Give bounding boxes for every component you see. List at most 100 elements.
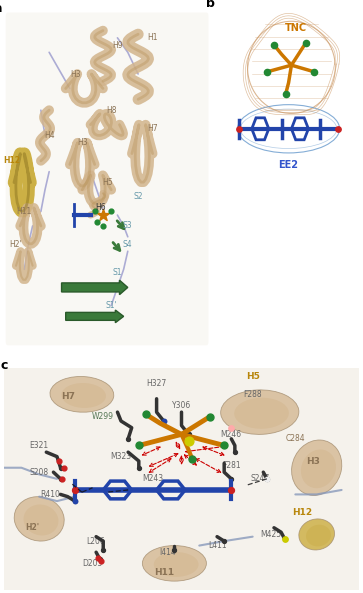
Point bbox=[136, 441, 142, 450]
Point bbox=[221, 441, 227, 450]
Point bbox=[100, 221, 106, 231]
Point bbox=[108, 207, 114, 216]
Text: EE2: EE2 bbox=[278, 160, 299, 170]
Point bbox=[186, 436, 192, 446]
Ellipse shape bbox=[301, 449, 336, 488]
Text: S2: S2 bbox=[133, 193, 143, 202]
Text: F281: F281 bbox=[222, 461, 241, 470]
Point bbox=[56, 457, 62, 466]
Text: H11: H11 bbox=[17, 207, 32, 216]
Point bbox=[72, 496, 78, 506]
Point bbox=[171, 546, 177, 555]
Point bbox=[161, 416, 167, 426]
Point bbox=[92, 207, 98, 216]
Point bbox=[236, 124, 242, 133]
Point bbox=[97, 554, 103, 563]
Text: S247: S247 bbox=[250, 474, 269, 483]
FancyArrow shape bbox=[66, 310, 124, 323]
Point bbox=[189, 454, 195, 464]
Point bbox=[221, 536, 227, 546]
Text: F288: F288 bbox=[243, 390, 262, 399]
Text: S208: S208 bbox=[30, 468, 49, 477]
Point bbox=[264, 474, 270, 484]
Point bbox=[264, 474, 270, 484]
Text: H327: H327 bbox=[147, 379, 167, 388]
Point bbox=[228, 423, 234, 432]
Text: c: c bbox=[0, 359, 8, 372]
Text: M246: M246 bbox=[221, 430, 242, 439]
Ellipse shape bbox=[142, 546, 207, 581]
Ellipse shape bbox=[14, 497, 64, 541]
FancyArrow shape bbox=[62, 280, 128, 295]
Text: H3: H3 bbox=[306, 457, 320, 466]
Point bbox=[100, 211, 106, 220]
Point bbox=[282, 534, 287, 544]
Point bbox=[228, 474, 234, 484]
Point bbox=[94, 218, 99, 227]
Point bbox=[100, 546, 106, 555]
Ellipse shape bbox=[24, 505, 58, 535]
Text: S1': S1' bbox=[105, 301, 117, 310]
Text: M323: M323 bbox=[110, 452, 131, 461]
Text: D205: D205 bbox=[82, 559, 103, 568]
Point bbox=[207, 412, 213, 421]
Text: S3: S3 bbox=[123, 221, 132, 231]
Text: b: b bbox=[207, 0, 215, 10]
Text: S4: S4 bbox=[123, 240, 132, 248]
Text: E321: E321 bbox=[30, 441, 49, 450]
Text: L206: L206 bbox=[87, 537, 106, 546]
Ellipse shape bbox=[306, 525, 331, 546]
Text: H2': H2' bbox=[25, 523, 39, 533]
Text: H12: H12 bbox=[3, 157, 20, 165]
Text: L411: L411 bbox=[208, 541, 227, 550]
Point bbox=[143, 410, 149, 419]
Point bbox=[282, 534, 287, 544]
Ellipse shape bbox=[291, 440, 342, 496]
Text: a: a bbox=[0, 2, 2, 15]
Text: M425: M425 bbox=[260, 530, 281, 539]
Point bbox=[72, 496, 78, 506]
Ellipse shape bbox=[61, 383, 106, 408]
Ellipse shape bbox=[234, 398, 289, 429]
Point bbox=[272, 41, 277, 50]
Text: C284: C284 bbox=[286, 434, 305, 444]
Ellipse shape bbox=[50, 377, 114, 412]
Point bbox=[61, 463, 67, 473]
Text: H6: H6 bbox=[95, 203, 106, 212]
Text: H1: H1 bbox=[147, 33, 158, 42]
Point bbox=[264, 67, 270, 76]
Point bbox=[335, 124, 341, 133]
Ellipse shape bbox=[154, 552, 199, 577]
FancyBboxPatch shape bbox=[4, 368, 359, 590]
Point bbox=[232, 447, 238, 457]
Point bbox=[311, 67, 317, 76]
Text: S1: S1 bbox=[113, 269, 122, 278]
Text: H11: H11 bbox=[154, 568, 174, 577]
Text: H7: H7 bbox=[147, 124, 158, 133]
Text: H4: H4 bbox=[44, 131, 54, 140]
Point bbox=[161, 416, 167, 426]
Text: Y306: Y306 bbox=[172, 401, 191, 410]
Point bbox=[72, 485, 78, 495]
Point bbox=[186, 429, 192, 439]
Text: R410: R410 bbox=[40, 490, 60, 499]
Text: H7: H7 bbox=[61, 392, 75, 401]
Point bbox=[136, 463, 142, 473]
Point bbox=[125, 434, 131, 444]
Text: H3: H3 bbox=[77, 138, 87, 147]
Text: TNC: TNC bbox=[285, 24, 307, 33]
Text: W299: W299 bbox=[92, 412, 114, 421]
Point bbox=[58, 463, 64, 473]
Text: H12: H12 bbox=[292, 508, 313, 517]
Point bbox=[99, 556, 105, 566]
Text: M243: M243 bbox=[143, 474, 164, 483]
Text: H5: H5 bbox=[246, 372, 260, 381]
Point bbox=[283, 89, 289, 98]
Point bbox=[95, 553, 101, 563]
Point bbox=[60, 474, 65, 484]
Point bbox=[58, 474, 64, 484]
Text: H5: H5 bbox=[102, 178, 113, 187]
Text: H9: H9 bbox=[112, 40, 123, 50]
Ellipse shape bbox=[221, 390, 299, 435]
FancyBboxPatch shape bbox=[6, 12, 208, 345]
